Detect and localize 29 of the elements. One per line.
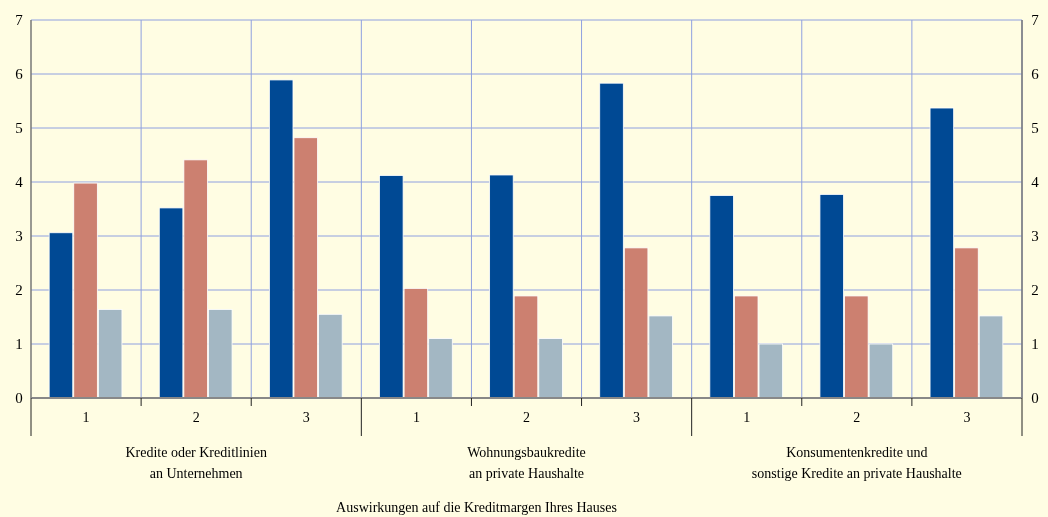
y-tick-label: 7 <box>15 12 24 29</box>
x-tick-label: 3 <box>963 410 971 425</box>
y-tick-label: 2 <box>15 282 23 299</box>
y-tick-label: 3 <box>15 228 23 245</box>
y2-tick-label: 2 <box>1031 282 1039 299</box>
y-tick-label: 6 <box>15 66 24 83</box>
x-tick-label: 1 <box>412 410 420 425</box>
y-tick-label: 0 <box>15 390 23 407</box>
y2-tick-label: 3 <box>1031 228 1039 245</box>
y2-tick-label: 4 <box>1031 174 1040 191</box>
x-tick-label: 3 <box>302 410 310 425</box>
x-tick-label: 1 <box>743 410 751 425</box>
y-tick-label: 1 <box>15 336 23 353</box>
y2-tick-label: 1 <box>1031 336 1039 353</box>
y-tick-label: 4 <box>15 174 24 191</box>
x-tick-label: 2 <box>853 410 861 425</box>
y2-tick-label: 7 <box>1031 12 1040 29</box>
y2-tick-label: 0 <box>1031 390 1039 407</box>
y-tick-label: 5 <box>15 120 23 137</box>
x-tick-label: 1 <box>82 410 90 425</box>
x-tick-label: 2 <box>192 410 200 425</box>
text: Auswirkungen auf die Kreditmargen Ihres Hauses <box>336 500 617 515</box>
y2-tick-label: 5 <box>1031 120 1039 137</box>
x-tick-label: 2 <box>523 410 530 425</box>
x-tick-label: 3 <box>633 410 641 425</box>
text: Konsumentenkredite und sonstige Kredite an private Haushalte <box>751 445 962 481</box>
text: Kredite oder Kreditlinien an Unternehmen <box>125 445 267 481</box>
text: Wohnungsbaukredite an private Haushalte <box>467 445 586 481</box>
y2-tick-label: 6 <box>1031 66 1040 83</box>
